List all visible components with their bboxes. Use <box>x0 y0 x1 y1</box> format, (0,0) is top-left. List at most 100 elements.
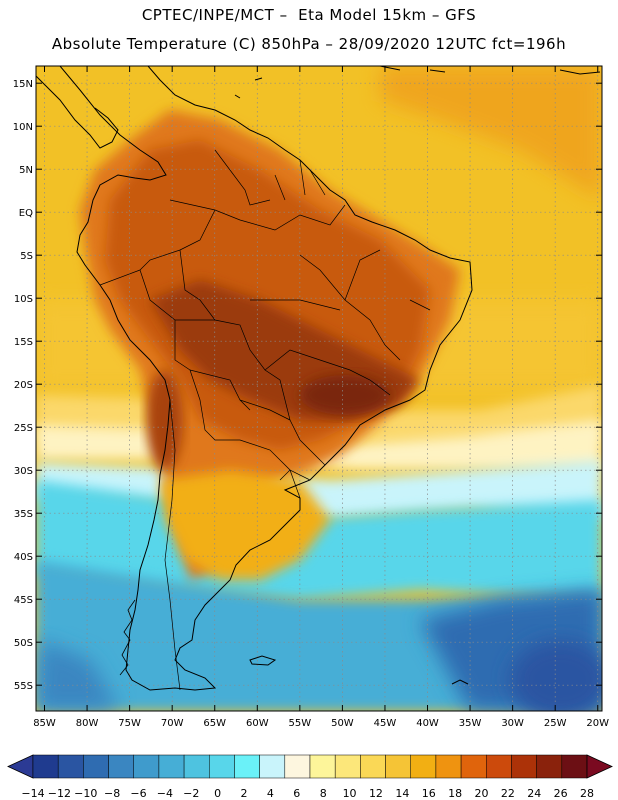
lon-label: 60W <box>246 718 269 729</box>
colorbar-label: 14 <box>395 787 409 800</box>
colorbar-label: −12 <box>48 787 71 800</box>
longitude-labels: 85W 80W 75W 70W 65W 60W 55W 50W 45W 40W 35W 30W 25W 2… <box>33 718 609 729</box>
coastline <box>36 66 601 691</box>
lat-label: 5S <box>20 251 33 262</box>
colorbar-swatch <box>511 754 537 779</box>
lon-label: 40W <box>416 718 439 729</box>
lon-label: 85W <box>33 718 56 729</box>
colorbar-swatch <box>108 754 134 779</box>
colorbar-swatch <box>334 754 361 779</box>
lon-label: 25W <box>544 718 567 729</box>
colorbar-swatch <box>183 754 210 779</box>
lat-label: 25S <box>14 423 33 434</box>
lat-label: 40S <box>14 552 33 563</box>
country-borders <box>99 149 431 691</box>
colorbar-swatch <box>32 754 59 779</box>
border-peru-bolivia <box>99 269 251 411</box>
colorbar-label: 8 <box>320 787 327 800</box>
colorbar-swatch <box>209 754 235 779</box>
colorbar-label: 4 <box>267 787 274 800</box>
colorbar-swatch <box>486 754 512 779</box>
map-title-line1: CPTEC/INPE/MCT – Eta Model 15km – GFS <box>141 6 477 24</box>
colorbar-swatch <box>385 754 411 779</box>
lon-label: 20W <box>586 718 609 729</box>
lat-label: 35S <box>14 509 33 520</box>
coastline-falklands <box>249 655 277 666</box>
colorbar-under-arrow <box>7 754 34 779</box>
coastline-south-georgia <box>451 679 469 685</box>
colorbar-label: −8 <box>104 787 120 800</box>
colorbar-swatch <box>561 754 588 779</box>
lat-label: 20S <box>14 380 33 391</box>
colorbar-swatch <box>360 754 386 779</box>
colorbar-labels: −14 −12 −10 −8 −6 −4 −2 0 2 4 6 8 10 12 14 16 18 20 22 24 26… <box>21 787 594 800</box>
border-brazil <box>139 199 346 466</box>
colorbar-label: 24 <box>527 787 541 800</box>
colorbar-swatch <box>158 754 185 779</box>
colorbar-label: −10 <box>74 787 97 800</box>
colorbar-label: −14 <box>21 787 44 800</box>
field-andes-hot <box>147 370 183 470</box>
lat-label: EQ <box>19 208 33 219</box>
colorbar-swatch <box>284 754 311 779</box>
colorbar-label: 20 <box>474 787 488 800</box>
field-cold-core <box>510 640 602 711</box>
colorbar-swatch <box>57 754 84 779</box>
colorbar-swatch <box>435 754 462 779</box>
border-guianas-venezuela <box>214 149 326 206</box>
colorbar <box>7 754 613 779</box>
colorbar-label: −2 <box>183 787 199 800</box>
colorbar-label: 18 <box>448 787 462 800</box>
axis-ticks <box>36 66 602 711</box>
colorbar-swatch <box>234 754 260 779</box>
lon-label: 65W <box>203 718 226 729</box>
colorbar-over-arrow <box>586 754 613 779</box>
lon-label: 30W <box>501 718 524 729</box>
temperature-field <box>36 66 602 711</box>
lon-label: 70W <box>161 718 184 729</box>
field-cold-pool-west <box>36 640 120 711</box>
lat-label: 10S <box>14 294 33 305</box>
field-southern-cone <box>160 470 330 580</box>
map-title-line2: Absolute Temperature (C) 850hPa – 28/09/… <box>51 35 567 53</box>
colorbar-label: 12 <box>369 787 383 800</box>
coastline-central-america <box>36 75 119 149</box>
lon-label: 45W <box>374 718 397 729</box>
colorbar-label: −4 <box>157 787 173 800</box>
colorbar-swatch <box>410 754 437 779</box>
colorbar-label: 16 <box>422 787 436 800</box>
field-atlantic-warm <box>380 66 602 200</box>
lon-label: 50W <box>331 718 354 729</box>
colorbar-swatch <box>460 754 487 779</box>
colorbar-label: 28 <box>580 787 594 800</box>
border-paraguay-uruguay <box>239 399 311 481</box>
map-frame <box>35 65 603 712</box>
colorbar-swatch <box>259 754 286 779</box>
coastline-south-america <box>59 66 473 691</box>
colorbar-label: 22 <box>501 787 515 800</box>
colorbar-label: 0 <box>214 787 221 800</box>
lat-label: 30S <box>14 466 33 477</box>
colorbar-label: 6 <box>293 787 300 800</box>
lat-label: 50S <box>14 638 33 649</box>
field-hot-core <box>300 375 390 415</box>
coastline-caribbean-islands <box>234 66 601 99</box>
border-brazil-states <box>250 249 431 396</box>
colorbar-label: 2 <box>241 787 248 800</box>
lon-label: 80W <box>76 718 99 729</box>
lat-label: 10N <box>13 122 33 133</box>
lon-label: 35W <box>459 718 482 729</box>
latitude-labels: 15N 10N 5N EQ 5S 10S 15S 20S 25S 30S 35S 40S 45S 50S 5… <box>13 79 33 692</box>
colorbar-swatch <box>133 754 160 779</box>
colorbar-swatch <box>536 754 563 779</box>
lon-label: 55W <box>289 718 312 729</box>
colorbar-label: 10 <box>343 787 357 800</box>
colorbar-label: −6 <box>130 787 146 800</box>
colorbar-swatch <box>83 754 109 779</box>
coastline-chile-fjords <box>119 599 136 676</box>
colorbar-swatch <box>309 754 336 779</box>
lat-label: 5N <box>19 165 33 176</box>
border-argentina <box>164 369 301 691</box>
lat-label: 15S <box>14 337 33 348</box>
